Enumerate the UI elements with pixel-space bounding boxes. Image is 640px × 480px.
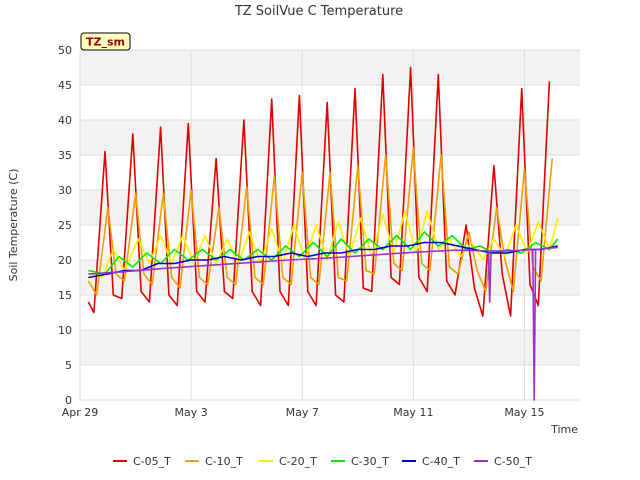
y-tick-label: 15	[58, 289, 72, 302]
site-badge: TZ_sm	[80, 32, 131, 51]
legend: C-05_T C-10_T C-20_T C-30_T C-40_T C-50_T	[113, 455, 532, 468]
legend-label-c-30-t: C-30_T	[351, 455, 389, 468]
series-line-c-05-t	[87, 66, 551, 317]
y-axis-label: Soil Temperature (C)	[7, 169, 20, 282]
y-axis-ticks: 0 5 10 15 20 25 30 35 40 45 50	[58, 44, 72, 407]
plot-band	[80, 50, 580, 85]
y-tick-label: 25	[58, 219, 72, 232]
y-tick-label: 50	[58, 44, 72, 57]
series-lines	[87, 66, 559, 401]
grid-lines	[79, 49, 580, 401]
x-axis-label: Time	[550, 423, 578, 436]
chart-title: TZ SoilVue C Temperature	[234, 4, 403, 19]
series-line-c-10-t	[87, 147, 553, 296]
x-tick-label: Apr 29	[62, 406, 99, 419]
x-tick-label: May 7	[286, 406, 319, 419]
legend-label-c-05-t: C-05_T	[133, 455, 171, 468]
plot-band	[80, 330, 580, 365]
legend-label-c-20-t: C-20_T	[279, 455, 317, 468]
x-tick-label: May 11	[393, 406, 433, 419]
legend-label-c-50-t: C-50_T	[494, 455, 532, 468]
y-tick-label: 5	[65, 359, 72, 372]
x-axis-ticks: Apr 29 May 3 May 7 May 11 May 15	[62, 406, 545, 419]
y-tick-label: 0	[65, 394, 72, 407]
legend-label-c-10-t: C-10_T	[205, 455, 243, 468]
x-tick-label: May 3	[174, 406, 207, 419]
y-tick-label: 10	[58, 324, 72, 337]
y-tick-label: 30	[58, 184, 72, 197]
y-tick-label: 20	[58, 254, 72, 267]
plot-band	[80, 260, 580, 295]
series-line-c-30-t	[88, 231, 559, 275]
y-tick-label: 35	[58, 149, 72, 162]
site-badge-label: TZ_sm	[86, 36, 125, 49]
legend-label-c-40-t: C-40_T	[422, 455, 460, 468]
y-tick-label: 45	[58, 79, 72, 92]
x-tick-label: May 15	[504, 406, 544, 419]
y-tick-label: 40	[58, 114, 72, 127]
series-line-c-50-t	[88, 246, 558, 401]
